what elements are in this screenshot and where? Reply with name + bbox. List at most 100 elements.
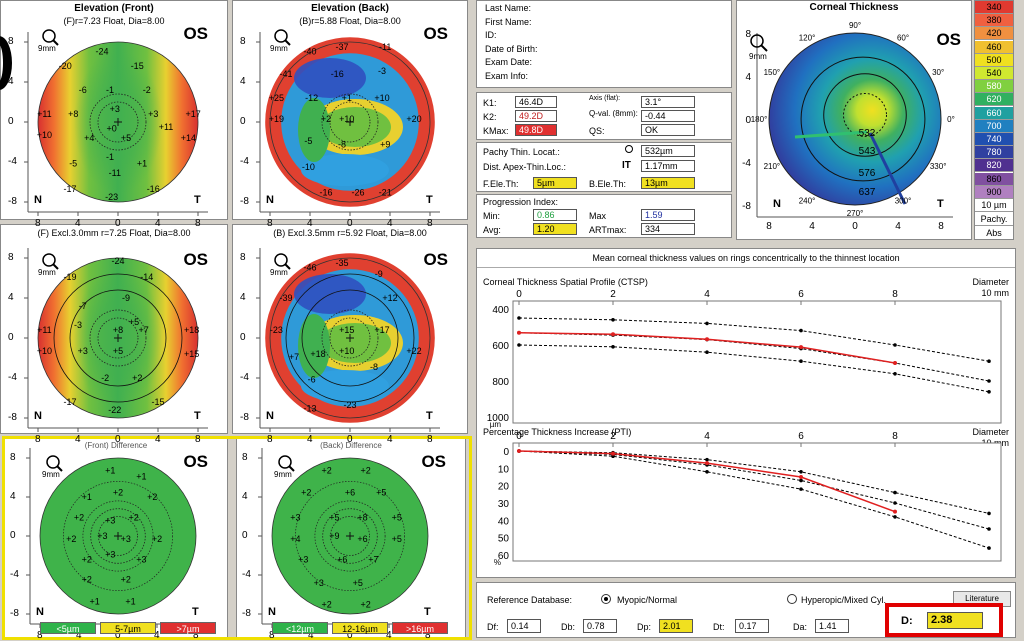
map-1: Elevation (Back) (B)r=5.88 Float, Dia=8.0… <box>232 0 468 229</box>
series-point <box>705 457 709 462</box>
map-value: +1 <box>82 492 92 502</box>
df-label: Df: <box>487 622 499 632</box>
legend-item: >16µm <box>392 622 448 634</box>
x-tick: 8 <box>35 434 41 445</box>
map-value: +2 <box>321 114 331 124</box>
map-3: (B) Excl.3.5mm r=5.92 Float, Dia=8.00 -46… <box>232 224 468 445</box>
map-value: +3 <box>110 104 120 114</box>
x-tick: 8 <box>425 630 431 641</box>
x-tick: 6 <box>798 431 804 442</box>
pachymetry-panel: Pachy Thin. Locat.: 532µm Dist. Apex-Thi… <box>476 142 732 192</box>
patient-field-label: Date of Birth: <box>485 43 538 54</box>
diameter-label: Diameter <box>972 427 1009 437</box>
qval-label: Q-val. (8mm): <box>589 109 638 118</box>
scale-value: 660 <box>975 106 1013 120</box>
map-value: -8 <box>370 362 378 372</box>
zoom-icon[interactable]: 9mm <box>270 28 296 54</box>
eye-label: OS <box>183 250 208 269</box>
map-value: +20 <box>406 114 421 124</box>
series-point <box>611 332 615 337</box>
map-value: -7 <box>79 301 87 311</box>
series-point <box>893 490 897 495</box>
map-value: +8 <box>113 325 123 335</box>
map-value: +18 <box>310 349 325 359</box>
map-value: +2 <box>321 600 331 610</box>
map-value: -1 <box>106 152 114 162</box>
map-value: -23 <box>270 325 283 335</box>
myopic-label[interactable]: Myopic/Normal <box>617 595 678 605</box>
x-tick: 4 <box>704 289 710 300</box>
angle-label: 150° <box>764 68 781 77</box>
thickness-graphs: Corneal Thickness Spatial Profile (CTSP)… <box>483 277 1009 567</box>
map-value: -17 <box>63 184 76 194</box>
y-tick: 0 <box>8 332 14 343</box>
thickness-graphs-panel: Mean corneal thickness values on rings c… <box>476 248 1016 578</box>
scale-value: 780 <box>975 146 1013 160</box>
x-tick: 4 <box>704 431 710 442</box>
map-value: -2 <box>143 85 151 95</box>
series-point <box>799 345 803 350</box>
myopic-radio[interactable] <box>601 594 611 604</box>
scale-value: 620 <box>975 93 1013 107</box>
map-value: +14 <box>181 133 196 143</box>
scale-value: 540 <box>975 67 1013 80</box>
map-title: (Back) Difference <box>320 441 382 450</box>
bele-value: 13µm <box>641 177 695 189</box>
x-tick: 8 <box>427 218 433 229</box>
x-tick: 0 <box>516 431 522 442</box>
avg-label: Avg: <box>483 225 501 235</box>
map-value: -10 <box>302 162 315 172</box>
zoom-icon[interactable]: 9mm <box>42 454 68 480</box>
series-line <box>518 317 990 362</box>
y-tick: 0 <box>240 116 246 127</box>
series-point <box>893 515 897 519</box>
x-tick: 8 <box>195 434 201 445</box>
dist-direction: IT <box>622 160 631 171</box>
map-value: -13 <box>303 403 316 413</box>
y-tick: 0 <box>10 530 16 541</box>
map-value: +2 <box>82 575 92 585</box>
db-label: Db: <box>561 622 576 632</box>
x-tick: 8 <box>37 630 43 641</box>
d-label: D: <box>901 615 913 627</box>
corneal-title: Corneal Thickness <box>809 2 899 13</box>
map-value: +17 <box>374 325 389 335</box>
series-point <box>517 449 521 453</box>
y-tick: -8 <box>742 201 751 212</box>
zoom-icon[interactable]: 9mm <box>270 252 296 278</box>
map-value: -6 <box>79 85 87 95</box>
map-value: +2 <box>66 534 76 544</box>
map-value: -15 <box>151 397 164 407</box>
map-value: +2 <box>321 465 331 475</box>
y-tick: -8 <box>8 196 17 207</box>
series-point <box>799 328 803 333</box>
y-tick: -8 <box>10 608 19 619</box>
zoom-icon[interactable]: 9mm <box>38 28 64 54</box>
map-value: +2 <box>82 554 92 564</box>
x-tick: 8 <box>269 630 275 641</box>
series-point <box>517 316 521 320</box>
y-tick: 8 <box>242 452 248 463</box>
y-tick: 0 <box>242 530 248 541</box>
hyperopic-label[interactable]: Hyperopic/Mixed Cyl. <box>801 595 887 605</box>
map-value: +5 <box>376 487 386 497</box>
axis-label: Axis (flat): <box>589 95 621 102</box>
x-tick: 0 <box>516 289 522 300</box>
ctsp-title: Corneal Thickness Spatial Profile (CTSP) <box>483 277 648 287</box>
map-value: +18 <box>184 325 199 335</box>
x-tick: 0 <box>347 630 353 641</box>
y-tick: 8 <box>10 452 16 463</box>
dt-value: 0.17 <box>735 619 769 633</box>
map-value: +2 <box>147 492 157 502</box>
series-point <box>705 337 709 342</box>
zoom-icon[interactable]: 9mm <box>38 252 64 278</box>
max-label: Max <box>589 211 607 221</box>
x-tick: 0 <box>852 221 858 232</box>
max-value: 1.59 <box>641 209 695 221</box>
hyperopic-radio[interactable] <box>787 594 797 604</box>
zoom-icon[interactable]: 9mm <box>274 454 300 480</box>
map-value: +7 <box>289 352 299 362</box>
map-value: +1 <box>342 93 352 103</box>
map-value: +1 <box>89 597 99 607</box>
map-value: +5 <box>113 346 123 356</box>
